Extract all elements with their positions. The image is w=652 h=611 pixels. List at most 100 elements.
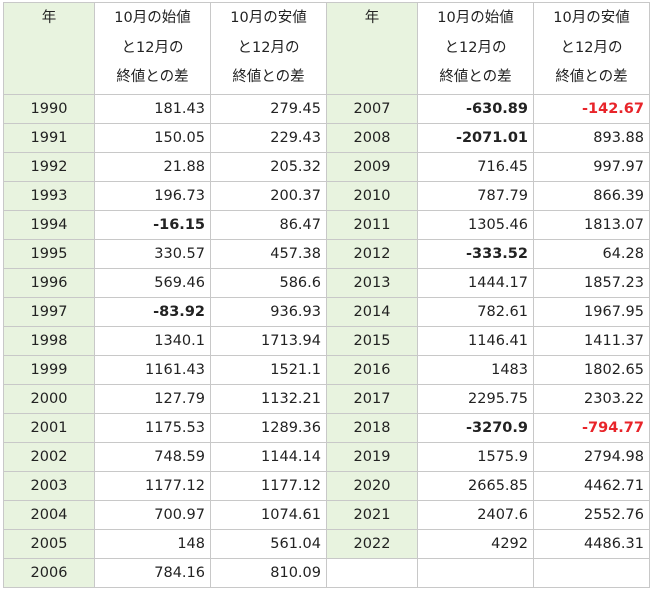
table-row: 2005 148 561.04 2022 4292 4486.31 bbox=[3, 529, 650, 559]
year-cell: 2017 bbox=[326, 384, 418, 414]
year-cell: 2015 bbox=[326, 326, 418, 356]
low-diff-cell: -142.67 bbox=[533, 94, 650, 124]
header-line: 終値との差 bbox=[232, 69, 305, 85]
year-cell: 2010 bbox=[326, 181, 418, 211]
empty-cell bbox=[326, 558, 418, 588]
header-line: と12月の bbox=[444, 39, 507, 56]
table-row: 1997 -83.92 936.93 2014 782.61 1967.95 bbox=[3, 297, 650, 327]
header-low-diff-left: 10月の安値 と12月の 終値との差 bbox=[210, 2, 327, 95]
year-cell: 2019 bbox=[326, 442, 418, 472]
table-row: 1994 -16.15 86.47 2011 1305.46 1813.07 bbox=[3, 210, 650, 240]
header-row: 年 10月の始値 と12月の 終値との差 10月の安値 と12月の 終値との差 … bbox=[3, 2, 650, 95]
year-cell: 2005 bbox=[3, 529, 95, 559]
year-cell: 2007 bbox=[326, 94, 418, 124]
start-diff-cell: -83.92 bbox=[94, 297, 211, 327]
year-cell: 1990 bbox=[3, 94, 95, 124]
low-diff-cell: 86.47 bbox=[210, 210, 327, 240]
year-cell: 1998 bbox=[3, 326, 95, 356]
start-diff-cell: 1161.43 bbox=[94, 355, 211, 385]
start-diff-cell: 2295.75 bbox=[417, 384, 534, 414]
header-line: と12月の bbox=[121, 39, 184, 56]
table-row: 1992 21.88 205.32 2009 716.45 997.97 bbox=[3, 152, 650, 182]
year-cell: 2006 bbox=[3, 558, 95, 588]
low-diff-cell: 1177.12 bbox=[210, 471, 327, 501]
low-diff-cell: 810.09 bbox=[210, 558, 327, 588]
start-diff-cell: 716.45 bbox=[417, 152, 534, 182]
table-row: 1996 569.46 586.6 2013 1444.17 1857.23 bbox=[3, 268, 650, 298]
year-cell: 2018 bbox=[326, 413, 418, 443]
start-diff-cell: 4292 bbox=[417, 529, 534, 559]
start-diff-cell: 196.73 bbox=[94, 181, 211, 211]
start-diff-cell: 1177.12 bbox=[94, 471, 211, 501]
start-diff-cell: 782.61 bbox=[417, 297, 534, 327]
header-line: と12月の bbox=[237, 39, 300, 56]
year-cell: 1991 bbox=[3, 123, 95, 153]
low-diff-cell: 1813.07 bbox=[533, 210, 650, 240]
table-body: 1990 181.43 279.45 2007 -630.89 -142.67 1991 15… bbox=[3, 94, 650, 588]
low-diff-cell: 866.39 bbox=[533, 181, 650, 211]
low-diff-cell: 1967.95 bbox=[533, 297, 650, 327]
year-cell: 2021 bbox=[326, 500, 418, 530]
year-cell: 1997 bbox=[3, 297, 95, 327]
year-cell: 2016 bbox=[326, 355, 418, 385]
low-diff-cell: -794.77 bbox=[533, 413, 650, 443]
header-start-diff-left: 10月の始値 と12月の 終値との差 bbox=[94, 2, 211, 95]
year-cell: 2008 bbox=[326, 123, 418, 153]
header-line: と12月の bbox=[560, 39, 623, 56]
low-diff-cell: 2794.98 bbox=[533, 442, 650, 472]
start-diff-cell: 787.79 bbox=[417, 181, 534, 211]
start-diff-cell: 1146.41 bbox=[417, 326, 534, 356]
table-row: 2006 784.16 810.09 bbox=[3, 558, 650, 588]
low-diff-cell: 997.97 bbox=[533, 152, 650, 182]
low-diff-cell: 279.45 bbox=[210, 94, 327, 124]
header-line: 終値との差 bbox=[439, 69, 512, 85]
start-diff-cell: 784.16 bbox=[94, 558, 211, 588]
table-row: 1999 1161.43 1521.1 2016 1483 1802.65 bbox=[3, 355, 650, 385]
year-cell: 1994 bbox=[3, 210, 95, 240]
start-diff-cell: 330.57 bbox=[94, 239, 211, 269]
year-cell: 2012 bbox=[326, 239, 418, 269]
year-cell: 2013 bbox=[326, 268, 418, 298]
empty-cell bbox=[417, 558, 534, 588]
table-row: 2003 1177.12 1177.12 2020 2665.85 4462.71 bbox=[3, 471, 650, 501]
low-diff-cell: 1857.23 bbox=[533, 268, 650, 298]
year-cell: 1995 bbox=[3, 239, 95, 269]
table-row: 2000 127.79 1132.21 2017 2295.75 2303.22 bbox=[3, 384, 650, 414]
year-cell: 1992 bbox=[3, 152, 95, 182]
year-cell: 2014 bbox=[326, 297, 418, 327]
table-row: 1995 330.57 457.38 2012 -333.52 64.28 bbox=[3, 239, 650, 269]
start-diff-cell: 700.97 bbox=[94, 500, 211, 530]
start-diff-cell: -16.15 bbox=[94, 210, 211, 240]
start-diff-cell: -630.89 bbox=[417, 94, 534, 124]
low-diff-cell: 1289.36 bbox=[210, 413, 327, 443]
year-cell: 1999 bbox=[3, 355, 95, 385]
low-diff-cell: 1074.61 bbox=[210, 500, 327, 530]
start-diff-cell: 148 bbox=[94, 529, 211, 559]
low-diff-cell: 1132.21 bbox=[210, 384, 327, 414]
start-diff-cell: 1444.17 bbox=[417, 268, 534, 298]
low-diff-cell: 1411.37 bbox=[533, 326, 650, 356]
table-row: 2001 1175.53 1289.36 2018 -3270.9 -794.77 bbox=[3, 413, 650, 443]
table-row: 1998 1340.1 1713.94 2015 1146.41 1411.37 bbox=[3, 326, 650, 356]
year-cell: 1993 bbox=[3, 181, 95, 211]
low-diff-cell: 4462.71 bbox=[533, 471, 650, 501]
start-diff-cell: 1575.9 bbox=[417, 442, 534, 472]
low-diff-cell: 64.28 bbox=[533, 239, 650, 269]
header-line: 10月の始値 bbox=[437, 10, 514, 26]
year-cell: 2020 bbox=[326, 471, 418, 501]
header-line: 10月の安値 bbox=[230, 10, 307, 26]
header-line: 終値との差 bbox=[555, 69, 628, 85]
start-diff-cell: 150.05 bbox=[94, 123, 211, 153]
low-diff-cell: 586.6 bbox=[210, 268, 327, 298]
table-row: 2004 700.97 1074.61 2021 2407.6 2552.76 bbox=[3, 500, 650, 530]
low-diff-cell: 1802.65 bbox=[533, 355, 650, 385]
start-diff-cell: -3270.9 bbox=[417, 413, 534, 443]
table-row: 1991 150.05 229.43 2008 -2071.01 893.88 bbox=[3, 123, 650, 153]
low-diff-cell: 2552.76 bbox=[533, 500, 650, 530]
start-diff-cell: 2665.85 bbox=[417, 471, 534, 501]
start-diff-cell: 127.79 bbox=[94, 384, 211, 414]
table-row: 1993 196.73 200.37 2010 787.79 866.39 bbox=[3, 181, 650, 211]
header-line: 終値との差 bbox=[116, 69, 189, 85]
low-diff-cell: 1713.94 bbox=[210, 326, 327, 356]
low-diff-cell: 1521.1 bbox=[210, 355, 327, 385]
